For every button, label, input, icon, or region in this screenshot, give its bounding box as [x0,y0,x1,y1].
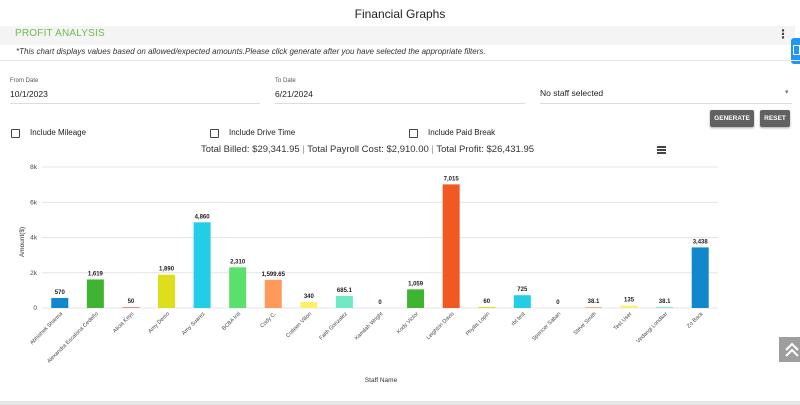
panel-icon [793,45,800,55]
bar[interactable] [584,307,602,308]
x-tick-label: Spencer Saban [531,311,562,342]
data-label: 1,619 [88,271,104,277]
double-chevron-up-icon [784,342,799,357]
x-tick-label: Steve Smith [573,311,598,336]
chart-menu-icon[interactable] [657,146,666,154]
bar[interactable] [229,267,247,308]
y-tick-label: 4k [30,235,38,242]
page-footer-edge [0,401,800,405]
to-date-underline [275,103,525,104]
bar[interactable] [300,302,318,308]
bar[interactable] [158,274,176,308]
more-options-icon[interactable]: ⋮ [777,27,789,41]
x-tick-label: BCBA Intl [221,311,242,332]
include-mileage-checkbox[interactable] [11,129,20,138]
data-label: 1,059 [408,281,424,287]
include-paid-break-checkbox[interactable] [409,129,418,138]
from-date-field[interactable]: 10/1/2023 [10,89,48,99]
y-axis-label: Amount($) [19,227,26,257]
bar[interactable] [691,247,709,308]
data-label: 38.1 [659,299,671,305]
data-label: 0 [556,300,560,306]
y-tick-label: 0 [33,305,37,312]
bar[interactable] [513,295,531,308]
generate-button[interactable]: GENERATE [710,110,754,127]
y-tick-label: 8k [30,164,38,171]
chart-note: *This chart displays values based on all… [16,47,486,56]
data-label: 1,890 [159,267,175,273]
x-tick-label: Leighton Davis [426,311,456,341]
include-drive-time-checkbox[interactable] [210,129,219,138]
data-label: 135 [624,298,635,304]
x-tick-label: Cody C. [259,311,278,330]
data-label: 4,860 [195,214,211,220]
staff-select[interactable]: No staff selected [540,88,604,98]
totals-summary: Total Billed: $29,341.95 | Total Payroll… [0,144,735,155]
x-tick-label: Phyllis Lopin [465,311,491,337]
x-tick-label: Zo Back [686,311,705,330]
page-title: Financial Graphs [354,7,446,21]
total-profit: Total Profit: $26,431.95 [436,144,535,155]
data-label: 3,438 [693,239,709,245]
divider [0,60,800,61]
x-tick-label: Vedangi Londkar [636,311,670,345]
bar[interactable] [51,297,69,308]
staff-select-underline [540,103,792,104]
include-mileage-label: Include Mileage [30,128,87,137]
data-label: 570 [55,290,66,296]
totals-separator: | [302,144,305,155]
reset-button[interactable]: RESET [760,110,790,127]
total-billed: Total Billed: $29,341.95 [200,144,300,155]
bar[interactable] [620,305,638,308]
data-label: 0 [378,300,382,306]
include-drive-time-label: Include Drive Time [229,128,296,137]
include-paid-break-label: Include Paid Break [428,128,496,137]
data-label: 7,015 [444,176,460,182]
profit-bar-chart: 0 2k 4k 6k 8k 570 1,619 50 1,890 4,860 2,310 1,599… [19,164,718,384]
x-axis-label: Staff Name [365,377,398,384]
y-tick-label: 6k [30,199,38,206]
x-tick-label: Kody Victor [396,311,420,335]
to-date-label: To Date [275,78,296,84]
data-label: 38.1 [588,299,600,305]
data-label: 50 [128,299,135,305]
bar[interactable] [264,279,282,308]
bar[interactable] [442,184,460,308]
from-date-underline [10,103,260,104]
bar[interactable] [86,279,104,308]
scroll-to-top-button[interactable] [779,337,800,362]
data-label: 1,599.65 [262,272,286,278]
data-label: 685.1 [337,288,353,294]
x-tick-label: Faith Gonzalez [318,311,349,342]
data-label: 340 [304,294,315,300]
data-label: 725 [517,287,528,293]
y-tick-label: 2k [30,270,38,277]
x-tick-label: Abhishek Sharma [29,311,65,347]
x-tick-label: Test User [613,311,634,332]
x-tick-label: rbt test [511,311,527,327]
x-tick-label: Amy Demo [147,311,170,334]
to-date-field[interactable]: 6/21/2024 [275,89,313,99]
bar[interactable] [407,289,425,308]
x-tick-label: Amy Suarez [181,311,207,337]
bar[interactable] [193,222,211,308]
bar[interactable] [656,307,674,308]
from-date-label: From Date [10,78,39,84]
x-tick-label: Alicia Keys [112,311,135,334]
section-title: PROFIT ANALYSIS [15,28,105,39]
x-tick-label: Colleen Villon [285,311,313,339]
bar[interactable] [122,307,140,308]
section-header [0,26,795,45]
bar[interactable] [478,306,496,308]
data-label: 2,310 [230,259,246,265]
data-label: 60 [483,299,490,305]
total-payroll-cost: Total Payroll Cost: $2,910.00 [307,144,429,155]
totals-separator: | [431,144,434,155]
x-tick-label: Kamilah Wright [354,311,385,342]
chevron-down-icon[interactable]: ▾ [785,89,789,96]
bar[interactable] [335,295,353,308]
